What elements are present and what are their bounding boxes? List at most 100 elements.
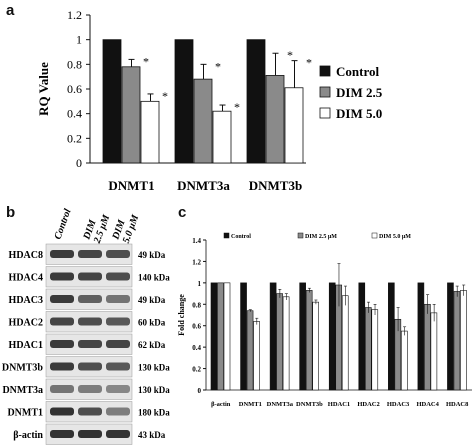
y-tick-label: 0.2	[192, 366, 201, 374]
panel-letter-a: a	[6, 2, 15, 19]
blot-band	[106, 430, 130, 438]
legend-swatch	[319, 86, 331, 98]
bar	[401, 330, 408, 391]
y-tick-label: 0.6	[67, 82, 82, 96]
significance-mark: *	[215, 59, 221, 73]
bar	[174, 39, 194, 164]
blot-band	[106, 385, 130, 393]
bar	[460, 290, 467, 391]
blot-size-label: 49 kDa	[138, 295, 166, 305]
legend-swatch	[223, 232, 230, 239]
legend-swatch	[319, 107, 331, 119]
blot-band	[78, 250, 102, 258]
bar	[299, 282, 306, 391]
x-tick-label: DNMT3a	[177, 178, 230, 193]
legend-label: DIM 2.5	[336, 85, 383, 100]
bar	[430, 312, 438, 391]
legend-label: DIM 5.0 μM	[379, 234, 411, 240]
x-tick-label: DNMT1	[239, 401, 262, 408]
blot-band	[78, 340, 102, 348]
bar	[453, 291, 461, 391]
bar	[371, 309, 379, 391]
blot-band	[78, 317, 102, 326]
legend-label: DIM 2.5 μM	[305, 234, 337, 240]
x-tick-label: DNMT1	[108, 178, 154, 193]
significance-mark: *	[143, 54, 149, 68]
bar	[121, 66, 141, 164]
blot-band	[106, 317, 130, 326]
blot-row-label: DNMT3a	[2, 385, 43, 396]
blot-band	[106, 295, 130, 303]
blot-band	[50, 430, 74, 438]
y-axis-label: RQ Value	[36, 62, 51, 116]
blot-band	[106, 340, 130, 348]
bar	[193, 78, 213, 164]
y-tick-label: 0.6	[192, 323, 201, 331]
blot-row-label: DNMT1	[7, 408, 43, 419]
blot-band	[50, 295, 74, 303]
legend-label: Control	[231, 234, 251, 240]
blot-row-label: HDAC8	[9, 250, 43, 261]
legend-label: DIM 5.0	[336, 106, 382, 121]
blot-band	[106, 272, 130, 281]
bar	[140, 100, 160, 164]
blot-row-label: HDAC1	[9, 340, 43, 351]
blot-size-label: 60 kDa	[138, 318, 166, 328]
blot-column-label: Control	[52, 207, 73, 241]
blot-band	[50, 362, 74, 371]
bar	[210, 282, 218, 391]
blot-band	[106, 362, 130, 371]
blot-column-label: DIM2.5 μM	[81, 209, 112, 246]
significance-mark: *	[306, 56, 312, 70]
y-tick-label: 1.4	[192, 237, 201, 245]
x-tick-label: HDAC3	[387, 401, 410, 408]
blot-band	[78, 362, 102, 371]
legend-swatch	[371, 232, 378, 239]
y-axis-label: Fold change	[177, 294, 186, 336]
blot-band	[50, 407, 74, 416]
bar	[217, 282, 224, 391]
blot-band	[106, 250, 130, 258]
bar	[388, 282, 395, 391]
blot-row-label: HDAC2	[9, 318, 43, 329]
blot-band	[50, 385, 74, 393]
x-tick-label: DNMT3a	[267, 401, 294, 408]
bar	[282, 296, 290, 391]
legend-swatch	[319, 65, 331, 77]
y-tick-label: 1.2	[192, 258, 201, 266]
bar	[447, 282, 454, 391]
y-tick-label: 0.4	[67, 107, 82, 121]
x-tick-label: DNMT3b	[296, 401, 323, 408]
bar	[328, 282, 336, 391]
y-tick-label: 0	[198, 387, 202, 395]
y-tick-label: 0.8	[192, 301, 201, 309]
blot-row-label: HDAC4	[9, 273, 43, 284]
y-tick-label: 1	[76, 33, 82, 47]
bar	[417, 282, 425, 391]
blot-size-label: 62 kDa	[138, 340, 166, 350]
x-tick-label: HDAC2	[357, 401, 379, 408]
y-tick-label: 1	[198, 280, 202, 288]
bar	[358, 282, 366, 391]
blot-band	[50, 272, 74, 281]
blot-band	[106, 407, 130, 416]
x-tick-label: β-actin	[211, 401, 231, 408]
significance-mark: *	[162, 89, 168, 103]
chart-a: 0 0.2 0.4 0.6 0.8 1 1.2 RQ Value * * DNMT1 * * DNMT3a…	[36, 8, 383, 193]
blot-band	[50, 317, 74, 326]
y-tick-label: 0.8	[67, 57, 82, 71]
bar	[246, 39, 266, 164]
blot-band	[78, 385, 102, 393]
bar	[312, 301, 319, 391]
significance-mark: *	[234, 100, 240, 114]
blot-size-label: 180 kDa	[138, 408, 170, 418]
blot-row-label: DNMT3b	[2, 363, 44, 374]
y-tick-label: 0.2	[67, 131, 82, 145]
x-tick-label: HDAC1	[328, 401, 350, 408]
bar	[284, 87, 304, 164]
legend-label: Control	[336, 64, 379, 79]
bar	[253, 321, 260, 391]
bar	[269, 282, 277, 391]
panel-letter-c: c	[178, 204, 187, 221]
